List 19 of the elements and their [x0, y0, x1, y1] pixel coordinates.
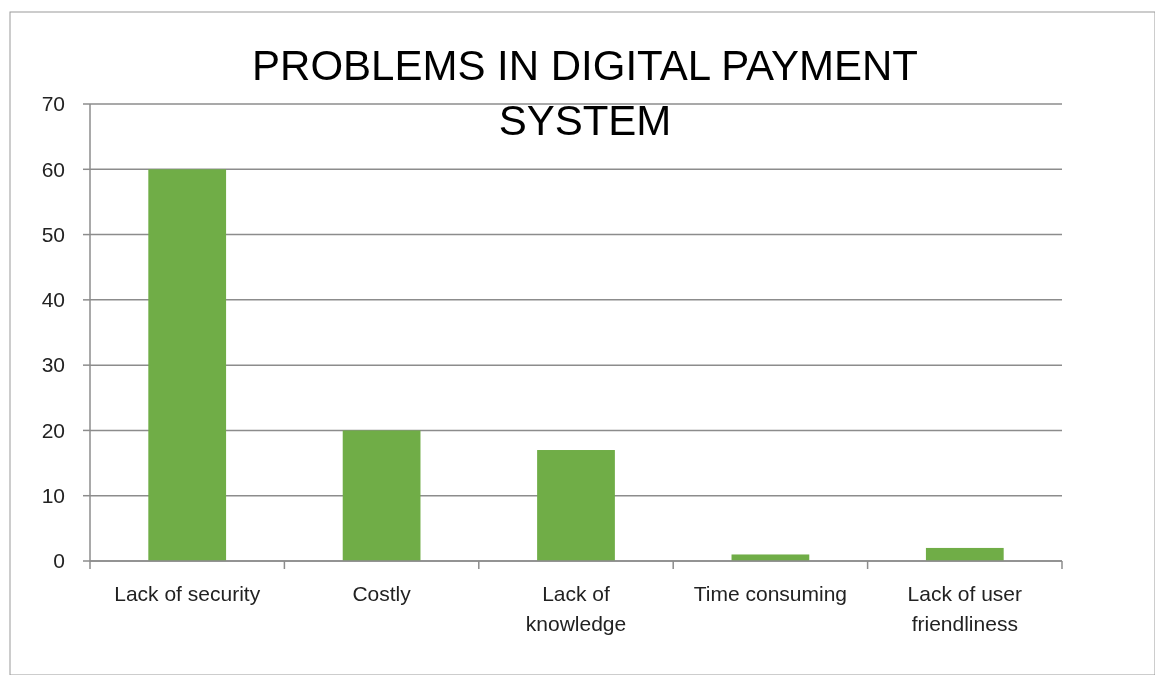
- x-tick-label: Time consuming: [693, 582, 848, 605]
- bar: [537, 450, 615, 561]
- y-tick-label: 10: [41, 484, 65, 508]
- bar: [148, 169, 227, 561]
- x-tick-label: Lack of user friendliness: [907, 582, 1022, 635]
- bar: [731, 554, 810, 561]
- y-tick-label: 30: [41, 353, 65, 377]
- y-tick-label: 60: [41, 157, 65, 181]
- bar: [925, 547, 1004, 561]
- y-tick-label: 50: [41, 222, 65, 246]
- y-tick-label: 70: [41, 92, 65, 116]
- y-tick-label: 0: [53, 549, 65, 573]
- x-tick-label: Costly: [352, 582, 412, 605]
- y-tick-label: 40: [41, 288, 65, 312]
- chart-title: PROBLEMS IN DIGITAL PAYMENT SYSTEM: [252, 42, 918, 144]
- x-tick-label: Lack of security: [114, 582, 261, 605]
- y-tick-label: 20: [41, 418, 65, 442]
- bar: [342, 430, 421, 561]
- x-tick-label: Lack of knowledge: [525, 582, 627, 635]
